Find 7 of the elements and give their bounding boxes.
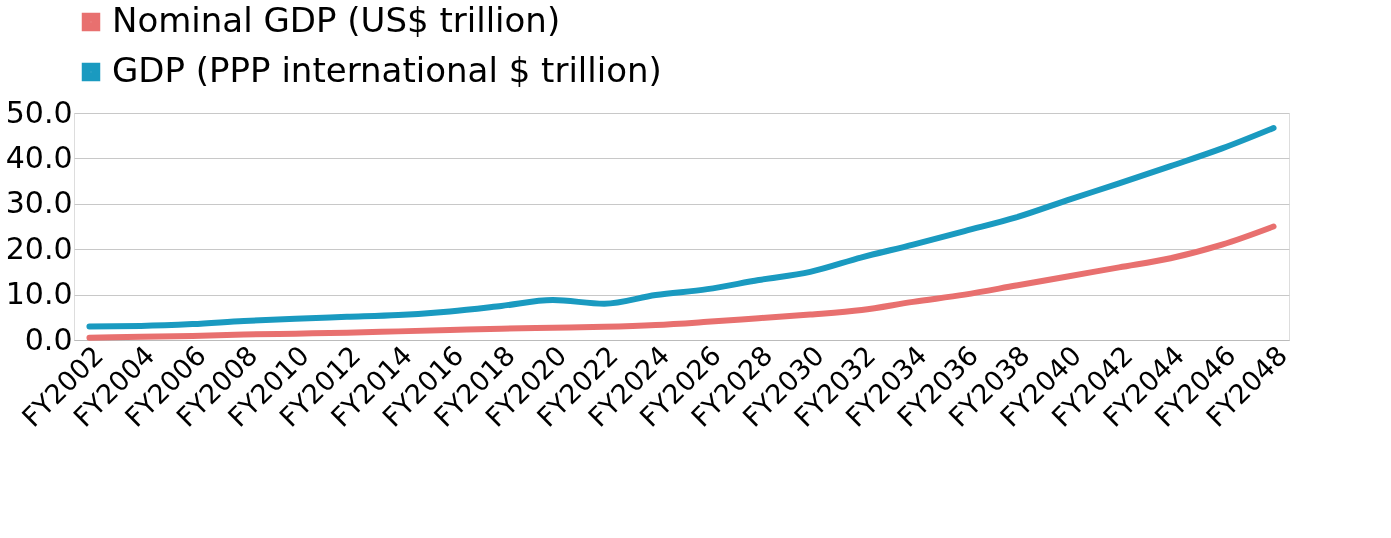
y-tick-label: 50.0	[5, 94, 73, 130]
y-tick-label: 30.0	[5, 185, 73, 221]
legend-label: Nominal GDP (US$ trillion)	[112, 0, 561, 40]
y-tick-label: 20.0	[5, 230, 73, 266]
legend-label: GDP (PPP international $ trillion)	[112, 50, 662, 90]
y-tick-label: 10.0	[5, 276, 73, 312]
y-tick-label: 40.0	[5, 139, 73, 175]
